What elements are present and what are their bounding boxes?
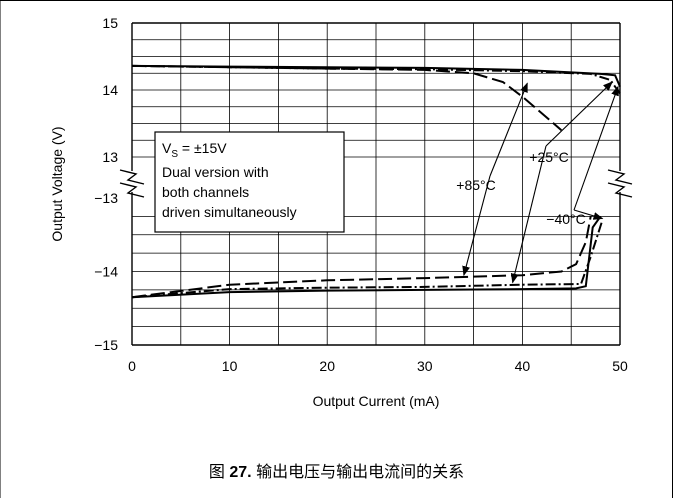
break-mark-left-bottom [119,182,145,198]
caption-number: 27. [229,464,252,481]
y-tick-label: −15 [94,337,118,353]
annotation-arrow [573,209,604,220]
y-axis-label: Output Voltage (V) [49,126,65,241]
x-axis-label: Output Current (mA) [313,393,440,409]
y-tick-label: −13 [94,190,118,206]
x-tick-label: 30 [417,358,433,374]
note-v: V [162,140,172,156]
series-line-low [131,216,592,299]
conditions-note: VS = ±15V Dual version with both channels d… [154,131,345,233]
x-tick-label: 0 [128,358,136,374]
note-line: driven simultaneously [162,204,297,220]
y-tick-label: −14 [94,264,118,280]
note-line: both channels [162,184,249,200]
break-mark-right-bottom [607,182,633,198]
annotation-arrow [510,145,547,284]
figure-caption: 图 27. 输出电压与输出电流间的关系 [0,458,673,482]
series-line-high [131,64,621,87]
temp-label: −40°C [546,211,585,227]
annotation-arrow [462,175,491,277]
x-tick-label: 40 [515,358,531,374]
note-supply: = ±15V [178,140,227,156]
note-line: Dual version with [162,164,269,180]
series-line-low [131,215,602,299]
annotation-arrows [462,81,619,284]
break-mark-right-top [607,169,633,185]
caption-text: 输出电压与输出电流间的关系 [256,464,465,481]
x-tick-label: 20 [319,358,335,374]
break-mark-left-top [119,169,145,185]
y-tick-label: 14 [102,82,118,98]
annotation-arrow [489,82,528,177]
temperature-labels: +85°C +25°C −40°C [456,149,585,227]
axis-break-marks [118,169,634,198]
note-subscript: S [171,149,178,160]
y-tick-label: 13 [102,149,118,165]
note-box [154,131,345,233]
caption-prefix: 图 [208,464,225,481]
curves [131,64,621,299]
tick-labels: 15 14 13 −13 −14 −15 0 10 20 30 40 50 [94,15,628,374]
y-tick-label: 15 [102,15,118,31]
x-tick-label: 10 [222,358,238,374]
note-vs-line: VS = ±15V [162,140,227,160]
temp-label: +85°C [456,177,495,193]
annotation-arrow [573,85,619,211]
x-tick-label: 50 [612,358,628,374]
temp-label: +25°C [529,149,568,165]
annotation-arrow [545,81,613,147]
series-line-high [131,64,563,131]
